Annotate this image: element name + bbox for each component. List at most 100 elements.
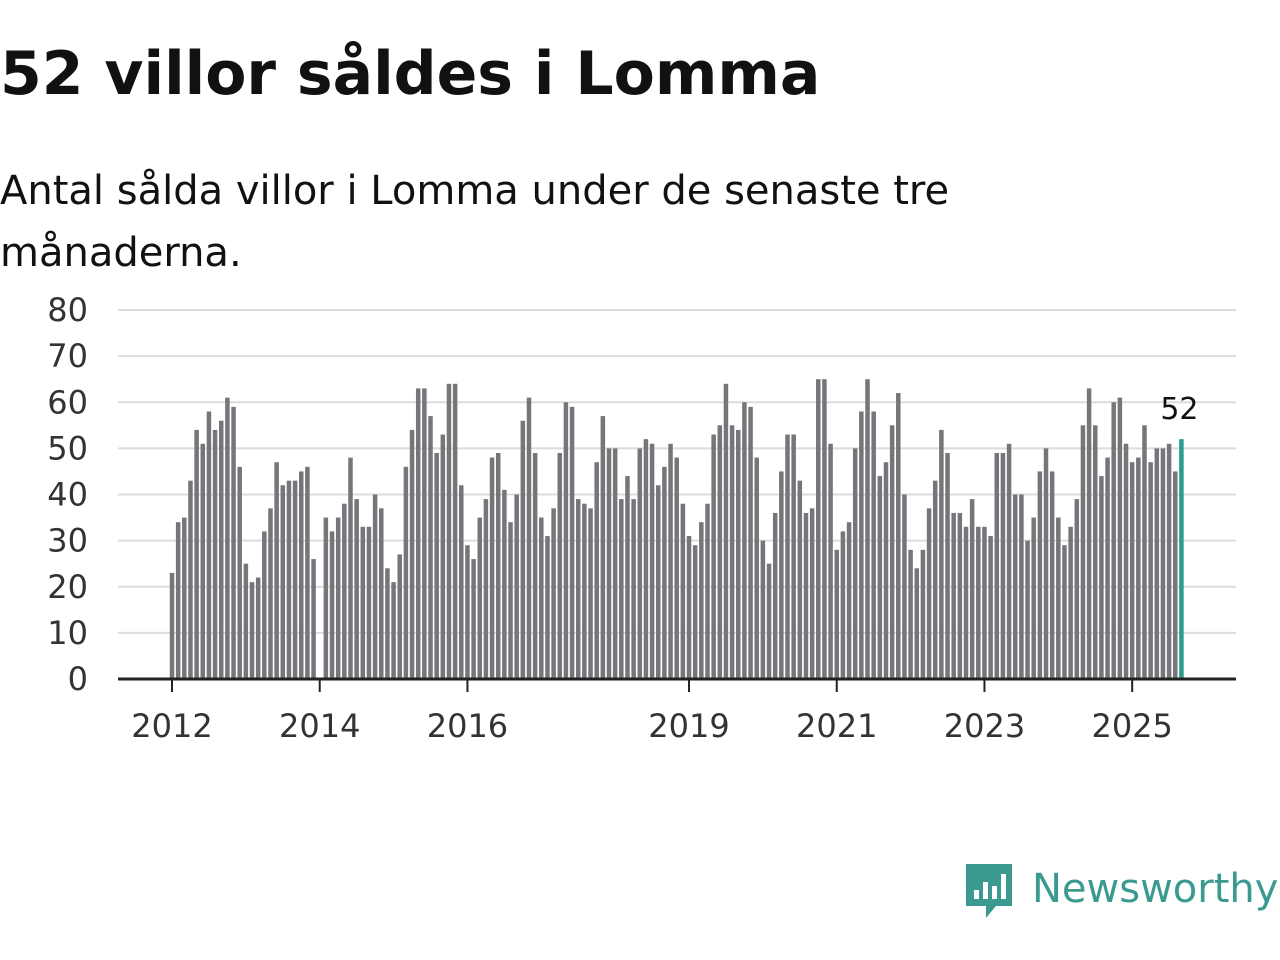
bar xyxy=(212,429,218,679)
y-tick-label-30: 30 xyxy=(47,522,88,560)
bar xyxy=(939,429,944,679)
bar xyxy=(859,411,864,679)
bar xyxy=(865,379,870,679)
bar xyxy=(717,425,723,679)
bar xyxy=(1043,448,1049,679)
highlight-value-label: 52 xyxy=(1160,392,1198,427)
bar xyxy=(699,522,704,679)
bar xyxy=(914,568,920,679)
bar xyxy=(1062,545,1067,679)
x-tick-label-2025: 2025 xyxy=(1091,707,1172,745)
brand-name: Newsworthy xyxy=(1032,866,1279,912)
bar xyxy=(668,443,673,679)
bar xyxy=(606,448,612,679)
y-tick-label-10: 10 xyxy=(47,614,88,652)
bar xyxy=(791,434,796,679)
newsworthy-logo: Newsworthy xyxy=(964,862,1278,926)
bar xyxy=(619,499,624,679)
bar xyxy=(816,379,821,679)
bar xyxy=(440,434,446,679)
bar xyxy=(249,582,255,679)
y-tick-label-80: 80 xyxy=(47,291,88,329)
y-tick-label-60: 60 xyxy=(47,383,88,421)
bar xyxy=(674,457,679,679)
bar xyxy=(188,480,193,679)
bar xyxy=(772,512,778,679)
bar xyxy=(637,448,643,679)
bar xyxy=(994,452,1000,679)
bar xyxy=(1074,499,1080,679)
bar xyxy=(182,517,187,679)
bar xyxy=(766,563,772,679)
bar xyxy=(237,466,242,679)
bar xyxy=(471,559,476,679)
bar xyxy=(655,485,661,679)
x-axis: 2012 2014 2016 2019 2021 2023 2025 xyxy=(131,679,1173,745)
newsworthy-logo-icon xyxy=(966,864,1012,918)
bar xyxy=(908,549,913,679)
bar xyxy=(526,397,532,679)
bar xyxy=(1012,494,1018,679)
bar xyxy=(532,452,538,679)
bar xyxy=(736,429,741,679)
bar xyxy=(594,462,599,679)
bar xyxy=(391,582,396,679)
x-tick-label-2014: 2014 xyxy=(279,707,360,745)
bar xyxy=(1068,526,1073,679)
bar xyxy=(797,480,803,679)
bar xyxy=(329,531,335,679)
bar xyxy=(1019,494,1024,679)
bar xyxy=(662,466,667,679)
x-tick-label-2019: 2019 xyxy=(648,707,729,745)
bar xyxy=(292,480,298,679)
bar xyxy=(1173,471,1178,679)
bar xyxy=(1160,448,1166,679)
bar xyxy=(169,572,175,679)
bar xyxy=(539,517,544,679)
bar xyxy=(680,503,686,679)
bar xyxy=(520,420,526,679)
bar xyxy=(1086,388,1092,679)
bar xyxy=(896,393,901,679)
bar xyxy=(514,494,519,679)
x-tick-label-2016: 2016 xyxy=(427,707,508,745)
x-tick-label-2023: 2023 xyxy=(944,707,1025,745)
bar xyxy=(1031,517,1036,679)
bar xyxy=(465,545,470,679)
y-tick-label-40: 40 xyxy=(47,476,88,514)
bar xyxy=(274,462,279,679)
bar xyxy=(255,577,261,679)
bar xyxy=(397,554,402,679)
bar xyxy=(951,512,956,679)
bar xyxy=(1006,443,1012,679)
bar xyxy=(643,439,649,679)
bar xyxy=(299,471,304,679)
bar xyxy=(422,388,427,679)
bar xyxy=(1000,452,1006,679)
bar xyxy=(268,508,273,679)
bar xyxy=(785,434,790,679)
bar xyxy=(754,457,759,679)
bar xyxy=(852,448,858,679)
bar xyxy=(415,388,421,679)
bar xyxy=(723,383,729,679)
bar xyxy=(729,425,735,679)
x-tick-label-2012: 2012 xyxy=(131,707,212,745)
bar xyxy=(982,526,987,679)
chart-subtitle: Antal sålda villor i Lomma under de sena… xyxy=(0,168,950,276)
bar xyxy=(588,508,593,679)
bar xyxy=(1123,443,1129,679)
bar xyxy=(459,485,464,679)
bar xyxy=(508,522,513,679)
bar xyxy=(452,383,458,679)
bar xyxy=(557,452,563,679)
bar xyxy=(1136,457,1141,679)
y-axis-labels: 0 10 20 30 40 50 60 70 80 xyxy=(47,291,88,698)
bar xyxy=(1166,443,1172,679)
bar xyxy=(1037,471,1043,679)
bar xyxy=(434,452,439,679)
bar xyxy=(194,429,199,679)
bar xyxy=(360,526,366,679)
bar xyxy=(575,499,581,679)
bar xyxy=(1099,476,1104,679)
